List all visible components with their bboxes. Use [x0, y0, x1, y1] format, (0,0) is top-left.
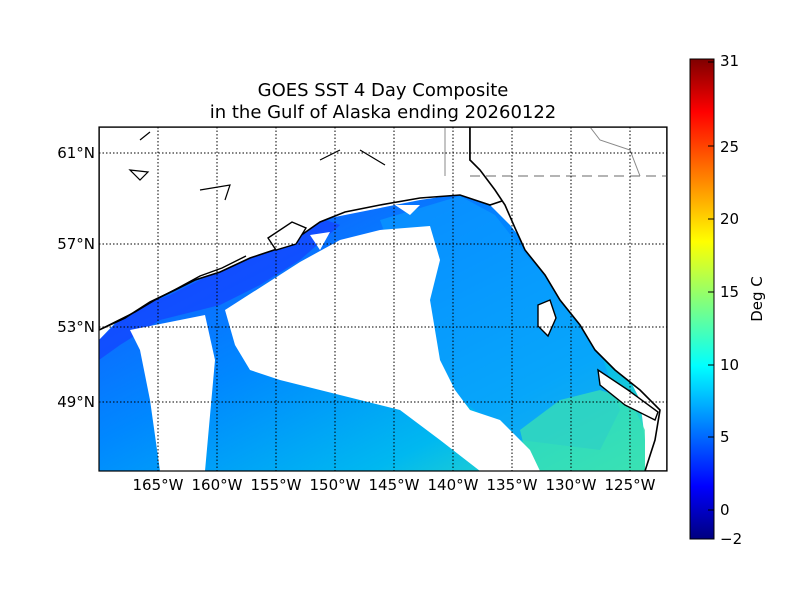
- lon-label-145: 145°W: [369, 476, 420, 494]
- lat-label-61: 61°N: [57, 144, 95, 162]
- colorbar-ticks: [708, 61, 714, 511]
- colorbar-tick-minus2: −2: [720, 530, 742, 548]
- colorbar-tick-25: 25: [720, 138, 739, 156]
- inland-lakes: [128, 131, 386, 201]
- kodiak-island: [267, 221, 308, 251]
- lat-label-53: 53°N: [57, 318, 95, 336]
- colorbar-tick-31: 31: [720, 52, 739, 70]
- province-boundary: [444, 127, 641, 177]
- lon-label-165: 165°W: [133, 476, 184, 494]
- colorbar-tick-15: 15: [720, 283, 739, 301]
- map-title-line2: in the Gulf of Alaska ending 20260122: [209, 102, 557, 123]
- colorbar-tick-10: 10: [720, 356, 739, 374]
- british-columbia-land: [469, 127, 667, 471]
- open-ocean-sst: [380, 196, 620, 450]
- colorbar-tick-20: 20: [720, 210, 739, 228]
- colorbar-scale: [689, 58, 715, 540]
- colorbar-label: Deg C: [748, 276, 766, 322]
- colorbar: 31 25 20 15 10 5 0 −2 Deg C: [689, 52, 766, 548]
- lon-label-155: 155°W: [251, 476, 302, 494]
- nearshore-sst: [99, 218, 340, 360]
- map-title-line1: GOES SST 4 Day Composite: [257, 80, 509, 101]
- colorbar-tick-0: 0: [720, 501, 730, 519]
- lon-label-125: 125°W: [605, 476, 656, 494]
- alaska-peninsula-coast: [99, 255, 247, 331]
- cloud-mask: [130, 205, 540, 471]
- graticule: [99, 127, 667, 471]
- lon-label-160: 160°W: [192, 476, 243, 494]
- warm-water-sst: [520, 390, 645, 471]
- lat-label-57: 57°N: [57, 235, 95, 253]
- map-frame: [98, 126, 668, 472]
- lon-label-135: 135°W: [487, 476, 538, 494]
- map-area: [99, 127, 667, 471]
- lon-label-130: 130°W: [546, 476, 597, 494]
- lon-label-150: 150°W: [310, 476, 361, 494]
- colorbar-tick-5: 5: [720, 428, 730, 446]
- lat-label-49: 49°N: [57, 393, 95, 411]
- lon-label-140: 140°W: [428, 476, 479, 494]
- vancouver-island: [597, 368, 659, 421]
